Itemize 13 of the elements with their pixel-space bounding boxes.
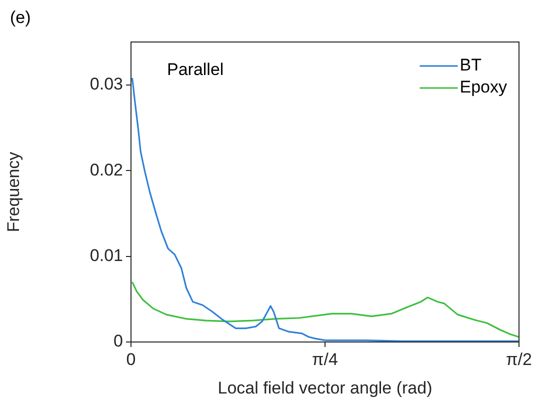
annotation: Parallel <box>167 60 224 80</box>
text: (e) <box>10 8 31 28</box>
x-axis-title: Local field vector angle (rad) <box>218 378 432 398</box>
y-tick-label: 0.02 <box>90 160 123 180</box>
y-axis-title: Frequency <box>4 151 23 232</box>
legend-label: BT <box>460 56 482 75</box>
y-tick-label: 0 <box>114 332 123 351</box>
legend-label: Epoxy <box>460 78 508 97</box>
x-tick-label: π/4 <box>312 350 338 369</box>
x-tick-label: π/2 <box>506 350 532 369</box>
y-tick-label: 0.03 <box>90 74 123 94</box>
x-tick-label: 0 <box>126 350 136 369</box>
y-tick-label: 0.01 <box>90 246 123 265</box>
